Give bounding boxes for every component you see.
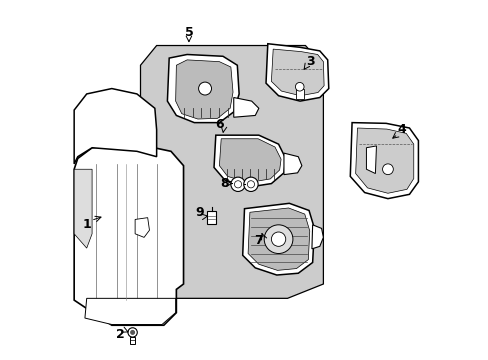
- Polygon shape: [271, 49, 324, 96]
- Circle shape: [247, 181, 254, 188]
- Text: 2: 2: [116, 328, 125, 341]
- Text: 6: 6: [215, 118, 223, 131]
- Text: 7: 7: [254, 234, 263, 247]
- Polygon shape: [175, 60, 233, 119]
- Polygon shape: [219, 139, 281, 183]
- Circle shape: [264, 225, 292, 253]
- Polygon shape: [247, 208, 309, 270]
- Polygon shape: [295, 89, 304, 99]
- Circle shape: [131, 330, 134, 334]
- Circle shape: [128, 328, 137, 337]
- Polygon shape: [349, 123, 418, 199]
- Circle shape: [295, 82, 304, 91]
- Polygon shape: [167, 54, 239, 123]
- Polygon shape: [135, 218, 149, 237]
- Polygon shape: [85, 298, 175, 324]
- Polygon shape: [74, 169, 92, 248]
- Text: 9: 9: [195, 206, 203, 219]
- Circle shape: [198, 82, 211, 95]
- Text: 4: 4: [397, 123, 406, 136]
- Polygon shape: [214, 135, 285, 187]
- Circle shape: [382, 164, 392, 175]
- Circle shape: [234, 181, 241, 188]
- Circle shape: [271, 232, 285, 246]
- Polygon shape: [366, 146, 376, 174]
- Text: 3: 3: [306, 55, 314, 68]
- Polygon shape: [140, 45, 323, 298]
- Circle shape: [244, 177, 258, 192]
- Polygon shape: [74, 144, 183, 325]
- Polygon shape: [207, 211, 215, 224]
- Polygon shape: [233, 98, 258, 117]
- Polygon shape: [284, 153, 301, 175]
- Text: 5: 5: [184, 27, 193, 40]
- Text: 1: 1: [82, 218, 91, 231]
- Polygon shape: [242, 203, 314, 275]
- Text: 8: 8: [220, 177, 228, 190]
- Polygon shape: [74, 89, 156, 164]
- Polygon shape: [130, 337, 135, 344]
- Polygon shape: [265, 44, 328, 101]
- Polygon shape: [355, 128, 413, 193]
- Circle shape: [230, 177, 244, 192]
- Polygon shape: [311, 225, 323, 249]
